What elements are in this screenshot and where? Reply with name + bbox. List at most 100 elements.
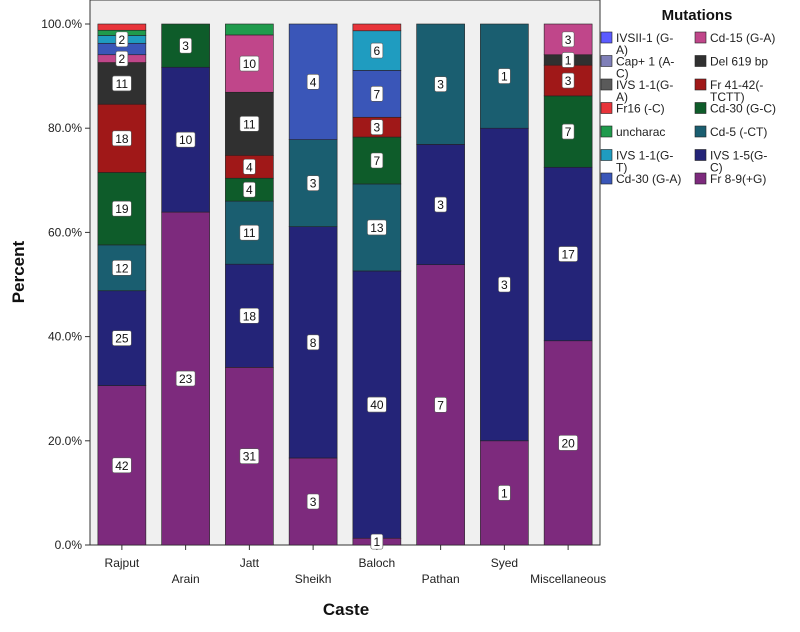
data-label-box [306, 493, 320, 510]
legend-item: Cd-30 (G-C) [694, 102, 776, 116]
legend-swatch [694, 78, 707, 91]
legend-item: Cd-5 (-CT) [694, 125, 767, 139]
legend-label: IVSII-1 (G-A) [616, 31, 673, 57]
data-label: 19 [115, 202, 129, 216]
data-label: 7 [374, 87, 381, 101]
bar-segment [225, 23, 274, 36]
x-tick-label: Miscellaneous [530, 572, 606, 586]
data-label: 10 [243, 57, 257, 71]
data-label-box [179, 37, 192, 54]
legend-swatch [600, 125, 613, 138]
data-label: 11 [243, 117, 256, 131]
legend-item: IVS 1-5(G-C) [694, 149, 767, 175]
data-label: 3 [310, 177, 317, 191]
x-tick-label: Pathan [422, 572, 460, 586]
data-label-box [498, 485, 511, 501]
data-label-box [370, 152, 384, 169]
data-label: 40 [370, 398, 384, 412]
data-label-box [370, 86, 384, 102]
legend-item: Cap+ 1 (A-C) [600, 55, 674, 81]
legend-swatch [694, 102, 707, 114]
data-label: 25 [115, 332, 129, 346]
legend-item: Del 619 bp [694, 55, 768, 69]
data-label: 4 [246, 183, 253, 197]
data-label: 18 [243, 309, 257, 323]
data-label: 3 [437, 198, 444, 212]
legend-label: IVS 1-1(G-T) [616, 149, 673, 175]
data-label: 2 [119, 52, 126, 66]
data-label-box [561, 123, 575, 140]
data-label: 8 [310, 336, 317, 350]
data-label-box [239, 115, 260, 132]
y-axis-title: Percent [9, 240, 28, 303]
x-axis: Rajput Arain Jatt Sheikh Baloch Pathan Syed Mis… [105, 545, 606, 586]
bar-segment [352, 70, 402, 118]
data-label-box [498, 68, 511, 84]
legend-swatch [600, 31, 613, 44]
legend-item: Fr 8-9(+G) [694, 172, 766, 186]
data-label-box [561, 31, 575, 48]
data-label: 1 [374, 535, 381, 549]
data-label-box [561, 72, 575, 89]
legend-item: IVSII-1 (G-A) [600, 31, 673, 57]
legend-label: Cd-5 (-CT) [710, 125, 767, 139]
data-label: 4 [310, 75, 317, 89]
y-tick-label: 60.0% [48, 225, 82, 239]
data-label: 31 [243, 450, 257, 464]
data-label: 3 [565, 33, 572, 47]
data-label-box [112, 457, 132, 474]
legend-label: IVS 1-1(G-A) [616, 78, 673, 104]
data-label: 1 [565, 53, 572, 67]
data-label-box [306, 175, 320, 191]
y-axis: 0.0% 20.0% 40.0% 60.0% 80.0% 100.0% [41, 17, 90, 552]
data-label-box [112, 75, 132, 92]
x-tick-label: Rajput [105, 556, 140, 570]
data-label: 7 [437, 398, 444, 412]
legend-label: Del 619 bp [710, 55, 768, 69]
x-tick-label: Jatt [240, 556, 260, 570]
y-tick-label: 80.0% [48, 121, 82, 135]
data-label-box [370, 119, 384, 135]
x-axis-title: Caste [323, 600, 369, 619]
data-label-box [434, 76, 447, 92]
legend-item: Cd-15 (G-A) [694, 31, 775, 45]
x-tick-label: Sheikh [295, 572, 332, 586]
data-label-box [306, 74, 320, 90]
legend-swatch [694, 149, 707, 161]
data-label: 11 [243, 226, 256, 240]
data-label: 42 [115, 459, 129, 473]
legend: Mutations IVSII-1 (G-A)Cap+ 1 (A-C)IVS 1… [600, 7, 776, 186]
data-label-box [306, 334, 320, 351]
data-label: 17 [561, 248, 575, 262]
legend-swatch [600, 102, 613, 114]
data-label: 10 [179, 133, 193, 147]
data-label: 3 [310, 495, 317, 509]
legend-item: Cd-30 (G-A) [600, 172, 681, 186]
x-tick-label: Syed [491, 556, 518, 570]
data-label-box [112, 130, 132, 147]
legend-swatch [600, 78, 613, 91]
legend-item: IVS 1-1(G-T) [600, 149, 673, 175]
data-label: 1 [501, 70, 508, 84]
legend-title: Mutations [662, 7, 733, 24]
data-label-box [115, 50, 129, 67]
data-label-box [112, 260, 132, 276]
data-label: 6 [374, 44, 381, 58]
legend-label: Fr 8-9(+G) [710, 172, 766, 186]
data-label: 18 [115, 132, 129, 146]
legend-item: IVS 1-1(G-A) [600, 78, 673, 104]
data-label-box [243, 181, 256, 198]
data-label: 20 [561, 436, 575, 450]
legend-label: Cd-30 (G-A) [616, 172, 681, 186]
data-label-box [239, 55, 260, 72]
data-label: 12 [115, 261, 129, 275]
data-label: 7 [374, 154, 381, 168]
data-label-box [175, 131, 196, 148]
data-label-box [558, 435, 578, 451]
bar-segment [352, 23, 402, 32]
data-label-box [370, 533, 384, 550]
y-tick-label: 100.0% [41, 17, 82, 31]
data-label-box [367, 219, 387, 236]
data-label-box [498, 276, 511, 293]
